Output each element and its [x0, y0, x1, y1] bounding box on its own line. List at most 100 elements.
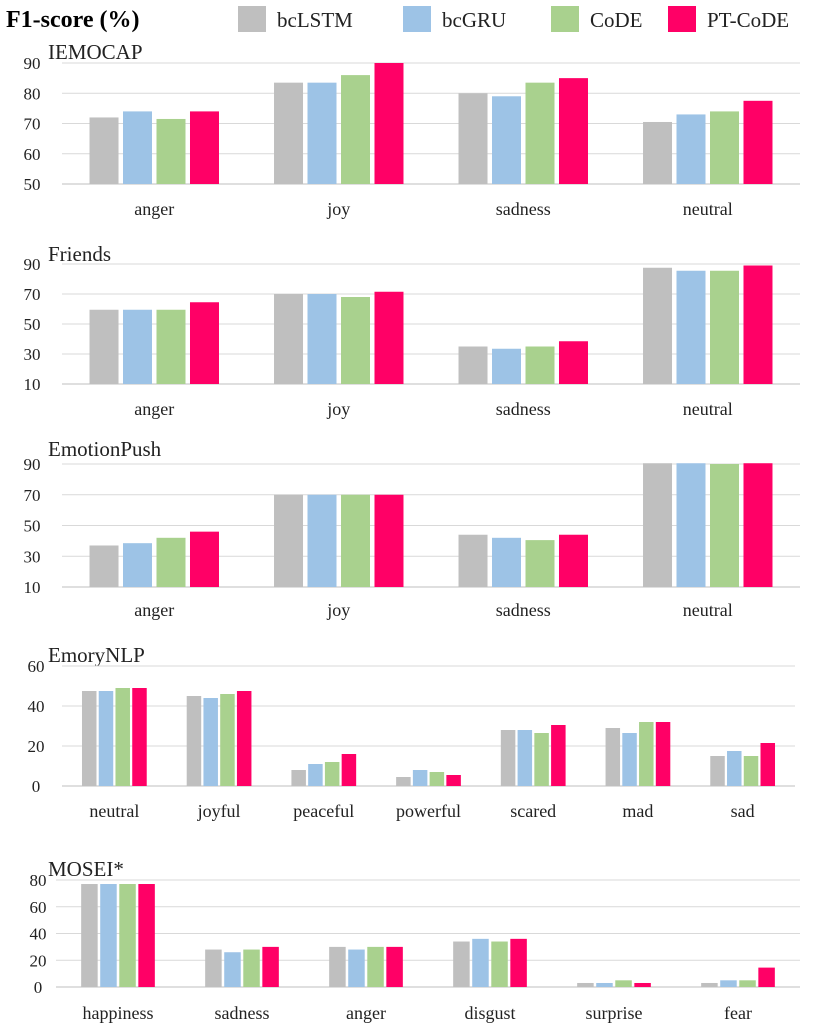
category-label-iemocap-anger: anger — [134, 199, 174, 219]
bar-friends-sadness-bcgru — [492, 348, 521, 384]
bar-emotionpush-neutral-bclstm — [643, 463, 673, 587]
bar-mosei-surprise-pt-code — [634, 982, 651, 987]
bar-emorynlp-sad-bclstm — [710, 756, 725, 786]
bar-mosei-disgust-code — [491, 941, 508, 987]
figure-title: F1-score (%) — [6, 7, 140, 33]
bar-mosei-happiness-pt-code — [138, 884, 155, 987]
bar-mosei-surprise-code — [615, 980, 632, 987]
bar-friends-anger-code — [156, 309, 186, 384]
category-label-iemocap-joy: joy — [326, 199, 350, 219]
category-label-mosei-anger: anger — [346, 1003, 386, 1023]
bar-friends-joy-code — [341, 297, 370, 384]
bar-emorynlp-neutral-code — [115, 688, 130, 786]
y-tick-label-emotionpush-70: 70 — [24, 486, 41, 505]
y-tick-label-emotionpush-30: 30 — [24, 547, 41, 566]
bar-emorynlp-joyful-code — [220, 694, 235, 786]
y-tick-label-iemocap-60: 60 — [24, 145, 41, 164]
bar-emorynlp-mad-bcgru — [622, 733, 637, 786]
panel-title-emorynlp: EmoryNLP — [48, 643, 145, 667]
bar-emorynlp-sad-bcgru — [727, 751, 742, 786]
y-tick-label-friends-70: 70 — [24, 285, 41, 304]
category-label-emorynlp-mad: mad — [622, 801, 653, 821]
bar-mosei-fear-code — [739, 980, 756, 987]
bar-emotionpush-sadness-bcgru — [492, 537, 521, 587]
bar-friends-anger-bcgru — [123, 309, 152, 384]
y-tick-label-friends-50: 50 — [24, 315, 41, 334]
y-tick-label-emotionpush-90: 90 — [24, 455, 41, 474]
bar-emotionpush-neutral-code — [710, 464, 739, 587]
y-tick-label-mosei-0: 0 — [34, 978, 43, 997]
category-label-friends-anger: anger — [134, 399, 174, 419]
bar-mosei-surprise-bclstm — [577, 982, 594, 987]
category-label-emorynlp-joyful: joyful — [197, 801, 241, 821]
legend-label-bclstm: bcLSTM — [277, 8, 353, 32]
category-label-mosei-surprise: surprise — [586, 1003, 643, 1023]
bar-iemocap-joy-code — [341, 75, 370, 184]
bar-iemocap-sadness-code — [525, 82, 555, 184]
y-tick-label-friends-90: 90 — [24, 255, 41, 274]
bar-mosei-anger-bclstm — [329, 946, 346, 988]
bar-emotionpush-joy-pt-code — [374, 494, 404, 587]
category-label-mosei-fear: fear — [724, 1003, 752, 1023]
category-label-emorynlp-sad: sad — [731, 801, 755, 821]
bar-mosei-sadness-bclstm — [205, 949, 222, 987]
legend-swatch-code — [551, 6, 579, 32]
bar-iemocap-neutral-pt-code — [743, 100, 773, 184]
y-tick-label-iemocap-50: 50 — [24, 175, 41, 194]
bar-mosei-fear-pt-code — [758, 967, 775, 987]
bar-emotionpush-anger-bclstm — [89, 545, 119, 587]
legend: bcLSTM bcGRU CoDE PT-CoDE — [238, 6, 789, 32]
bar-iemocap-joy-bcgru — [307, 82, 337, 184]
bar-iemocap-sadness-bcgru — [492, 96, 521, 184]
legend-swatch-pt-code — [668, 6, 696, 32]
bar-iemocap-sadness-bclstm — [458, 93, 488, 184]
bar-friends-joy-pt-code — [374, 291, 404, 384]
y-tick-label-friends-30: 30 — [24, 345, 41, 364]
bar-emotionpush-anger-pt-code — [189, 531, 219, 587]
category-label-friends-joy: joy — [326, 399, 350, 419]
bar-emorynlp-neutral-bclstm — [81, 691, 97, 786]
bar-mosei-disgust-bcgru — [472, 938, 489, 987]
bar-mosei-surprise-bcgru — [596, 982, 613, 987]
bar-emorynlp-joyful-bclstm — [186, 696, 202, 786]
bar-friends-neutral-pt-code — [743, 265, 773, 384]
bar-emorynlp-mad-code — [639, 722, 654, 786]
category-label-emorynlp-peaceful: peaceful — [293, 801, 354, 821]
bar-friends-sadness-code — [525, 346, 555, 384]
bar-emorynlp-sad-code — [743, 756, 759, 786]
legend-swatch-bcgru — [403, 6, 431, 32]
category-label-mosei-disgust: disgust — [464, 1003, 515, 1023]
bar-emotionpush-neutral-pt-code — [743, 463, 773, 587]
bar-mosei-disgust-pt-code — [510, 938, 527, 987]
panel-title-mosei: MOSEI* — [48, 857, 124, 881]
y-tick-label-emotionpush-10: 10 — [24, 578, 41, 597]
bar-mosei-anger-pt-code — [386, 946, 403, 988]
y-tick-label-emorynlp-20: 20 — [28, 737, 45, 756]
bar-emotionpush-sadness-pt-code — [558, 534, 588, 587]
bar-friends-anger-pt-code — [189, 302, 219, 384]
category-label-emotionpush-anger: anger — [134, 600, 174, 620]
bar-emorynlp-scared-bclstm — [500, 730, 516, 786]
y-tick-label-emorynlp-60: 60 — [28, 657, 45, 676]
bar-friends-sadness-pt-code — [558, 341, 588, 384]
bar-mosei-fear-bclstm — [701, 982, 718, 987]
bar-emorynlp-sad-pt-code — [760, 743, 776, 786]
bar-emorynlp-powerful-bcgru — [412, 770, 428, 786]
bar-emorynlp-scared-pt-code — [551, 725, 566, 786]
bar-friends-anger-bclstm — [89, 309, 119, 384]
category-label-emorynlp-scared: scared — [510, 801, 556, 821]
bar-emorynlp-scared-bcgru — [517, 730, 533, 786]
y-tick-label-mosei-20: 20 — [30, 951, 47, 970]
y-tick-label-friends-10: 10 — [24, 375, 41, 394]
bar-emorynlp-neutral-bcgru — [98, 691, 114, 786]
bar-emotionpush-joy-bcgru — [307, 494, 337, 587]
bar-friends-neutral-bclstm — [643, 267, 673, 384]
bar-emorynlp-mad-pt-code — [655, 722, 671, 786]
category-label-friends-neutral: neutral — [683, 399, 733, 419]
bar-emorynlp-joyful-bcgru — [203, 698, 218, 786]
category-label-iemocap-neutral: neutral — [683, 199, 733, 219]
bar-mosei-fear-bcgru — [720, 980, 737, 987]
bar-iemocap-joy-pt-code — [374, 63, 404, 184]
bar-emotionpush-anger-code — [156, 537, 186, 587]
bar-iemocap-neutral-bclstm — [643, 121, 673, 184]
